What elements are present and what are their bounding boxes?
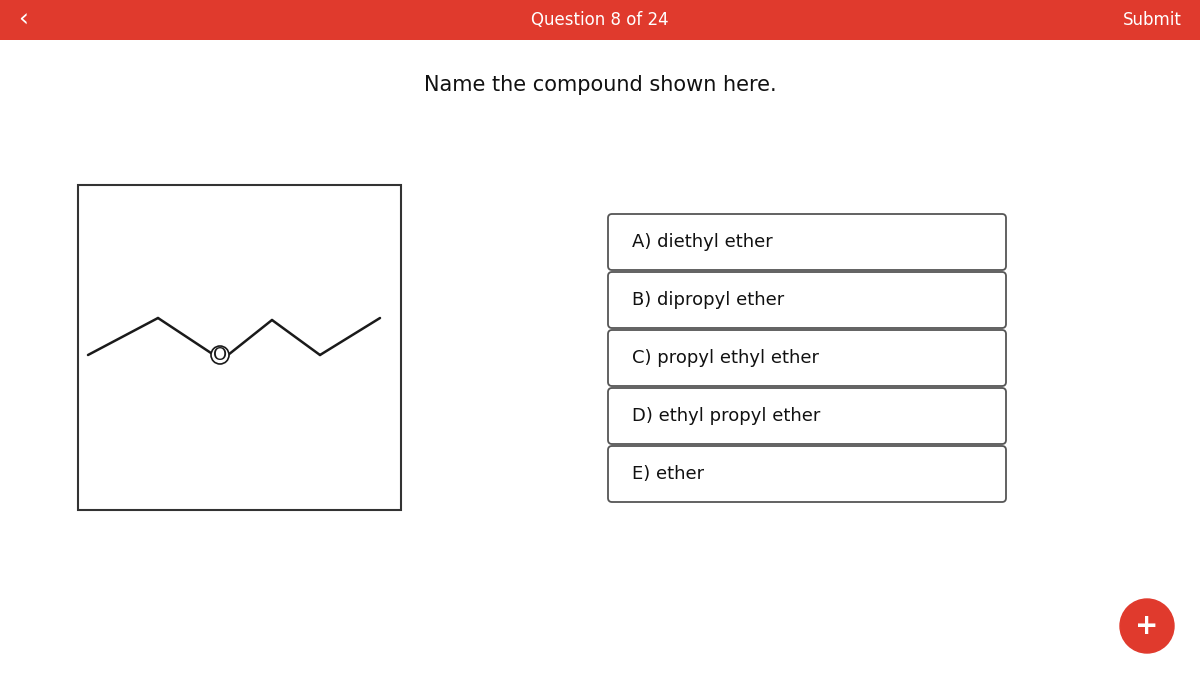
- Text: Submit: Submit: [1123, 11, 1182, 29]
- Circle shape: [211, 346, 229, 364]
- FancyBboxPatch shape: [608, 214, 1006, 270]
- Text: Question 8 of 24: Question 8 of 24: [532, 11, 668, 29]
- Text: A) diethyl ether: A) diethyl ether: [632, 233, 773, 251]
- Bar: [78, 185, 401, 510]
- Text: C) propyl ethyl ether: C) propyl ethyl ether: [632, 349, 818, 367]
- Text: Name the compound shown here.: Name the compound shown here.: [424, 75, 776, 95]
- Text: E) ether: E) ether: [632, 465, 704, 483]
- Text: ‹: ‹: [18, 8, 28, 32]
- Text: B) dipropyl ether: B) dipropyl ether: [632, 291, 785, 309]
- FancyBboxPatch shape: [608, 330, 1006, 386]
- FancyBboxPatch shape: [608, 272, 1006, 328]
- Circle shape: [1120, 599, 1174, 653]
- Bar: [0, 0, 1200, 40]
- FancyBboxPatch shape: [608, 388, 1006, 444]
- Text: +: +: [1135, 612, 1159, 640]
- Text: O: O: [212, 346, 227, 364]
- FancyBboxPatch shape: [608, 446, 1006, 502]
- Text: D) ethyl propyl ether: D) ethyl propyl ether: [632, 407, 821, 425]
